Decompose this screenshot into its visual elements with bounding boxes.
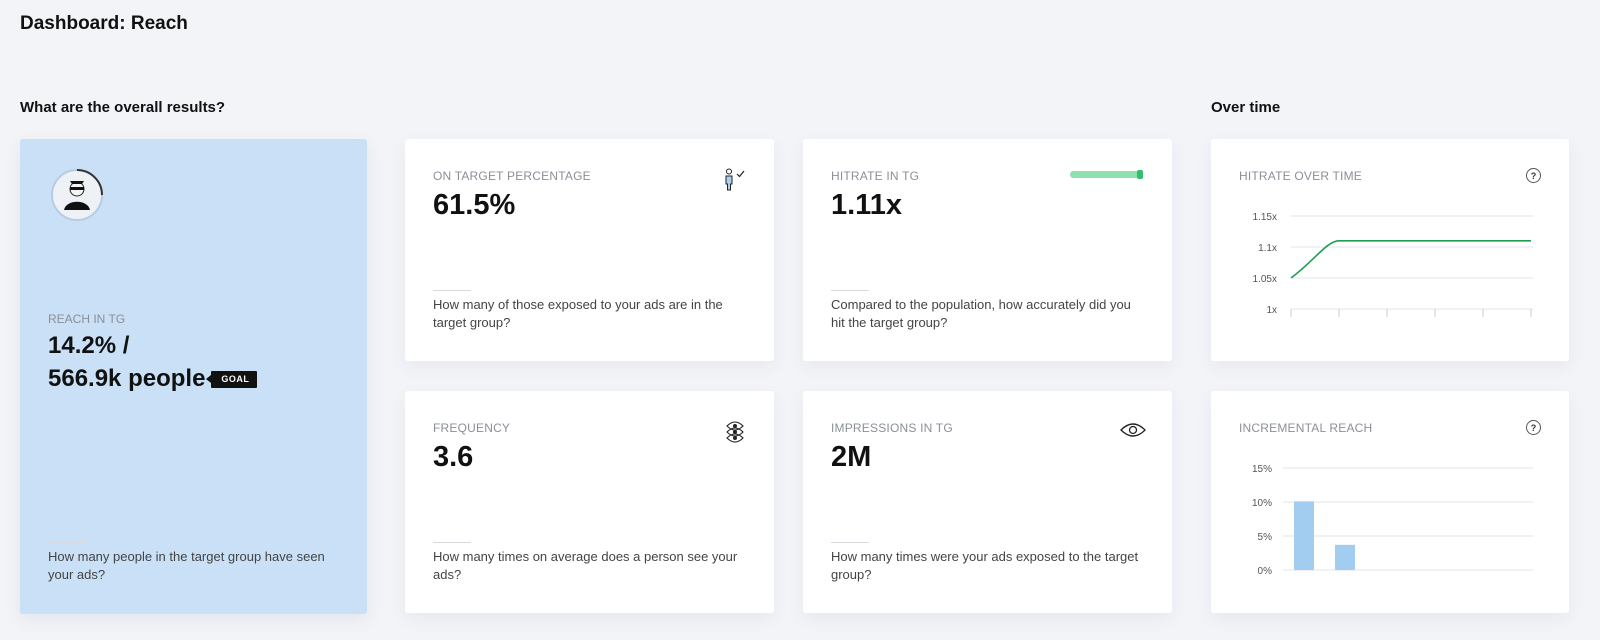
hitrate-over-time-label: HITRATE OVER TIME xyxy=(1239,169,1362,183)
hitrate-indicator xyxy=(1070,170,1143,179)
divider xyxy=(831,542,869,543)
hitrate-label: HITRATE IN TG xyxy=(831,169,920,183)
incremental-reach-bar xyxy=(1294,501,1314,570)
hitrate-description: Compared to the population, how accurate… xyxy=(831,297,1131,330)
person-check-icon xyxy=(722,168,746,197)
hitrate-indicator-marker xyxy=(1137,170,1143,179)
y-tick-label: 5% xyxy=(1258,532,1273,543)
help-icon[interactable]: ? xyxy=(1526,420,1541,435)
reach-value-line2: 566.9k people GOAL xyxy=(48,362,258,395)
reach-card[interactable]: REACH IN TG 14.2% / 566.9k people GOAL Ho… xyxy=(20,139,367,614)
help-icon[interactable]: ? xyxy=(1526,168,1541,183)
incremental-reach-label: INCREMENTAL REACH xyxy=(1239,421,1373,435)
y-tick-label: 1x xyxy=(1266,305,1277,316)
reach-people: 566.9k people xyxy=(48,365,206,392)
eye-icon xyxy=(1120,421,1146,444)
y-tick-label: 10% xyxy=(1252,498,1272,509)
y-tick-label: 1.15x xyxy=(1253,212,1277,223)
impressions-description: How many times were your ads exposed to … xyxy=(831,549,1139,582)
avatar xyxy=(50,168,104,222)
impressions-value: 2M xyxy=(831,441,872,473)
frequency-description: How many times on average does a person … xyxy=(433,549,738,582)
y-tick-label: 15% xyxy=(1252,464,1272,475)
section-title-over-time: Over time xyxy=(1211,99,1281,116)
hitrate-value: 1.11x xyxy=(831,189,902,221)
on-target-description: How many of those exposed to your ads ar… xyxy=(433,297,723,330)
hitrate-card[interactable]: HITRATE IN TG 1.11x Compared to the popu… xyxy=(803,139,1172,361)
y-tick-label: 0% xyxy=(1258,566,1273,577)
divider xyxy=(48,542,86,543)
reach-value-line1: 14.2% / xyxy=(48,332,130,359)
divider xyxy=(433,290,471,291)
section-title-overall: What are the overall results? xyxy=(20,99,226,116)
on-target-label: ON TARGET PERCENTAGE xyxy=(433,169,591,183)
reach-value: 14.2% / 566.9k people GOAL xyxy=(48,329,258,395)
frequency-value: 3.6 xyxy=(433,441,474,473)
on-target-value: 61.5% xyxy=(433,189,516,221)
incremental-reach-bar-chart: 0% 5% 10% 15% xyxy=(1252,464,1533,577)
hitrate-indicator-fill xyxy=(1070,171,1143,178)
divider xyxy=(831,290,869,291)
y-tick-label: 1.05x xyxy=(1253,274,1277,285)
impressions-card[interactable]: IMPRESSIONS IN TG 2M How many times were… xyxy=(803,391,1172,613)
frequency-label: FREQUENCY xyxy=(433,421,511,435)
impressions-label: IMPRESSIONS IN TG xyxy=(831,421,953,435)
reach-label: REACH IN TG xyxy=(48,312,126,326)
page-title: Dashboard: Reach xyxy=(20,13,188,34)
reach-description: How many people in the target group have… xyxy=(48,549,325,582)
stacked-eyes-icon xyxy=(724,419,746,450)
incremental-reach-card[interactable]: INCREMENTAL REACH ? 0% 5% 10% 15% xyxy=(1211,391,1569,613)
divider xyxy=(433,542,471,543)
hitrate-over-time-card[interactable]: HITRATE OVER TIME ? 1x 1.05x 1.1x 1.15x xyxy=(1211,139,1569,361)
incremental-reach-bar xyxy=(1335,544,1355,570)
goal-badge: GOAL xyxy=(206,371,258,389)
y-tick-label: 1.1x xyxy=(1258,243,1277,254)
on-target-card[interactable]: ON TARGET PERCENTAGE 61.5% How many of t… xyxy=(405,139,774,361)
frequency-card[interactable]: FREQUENCY 3.6 How many times on average … xyxy=(405,391,774,613)
hitrate-line-chart: 1x 1.05x 1.1x 1.15x xyxy=(1253,212,1533,317)
hitrate-series-line xyxy=(1290,240,1531,279)
